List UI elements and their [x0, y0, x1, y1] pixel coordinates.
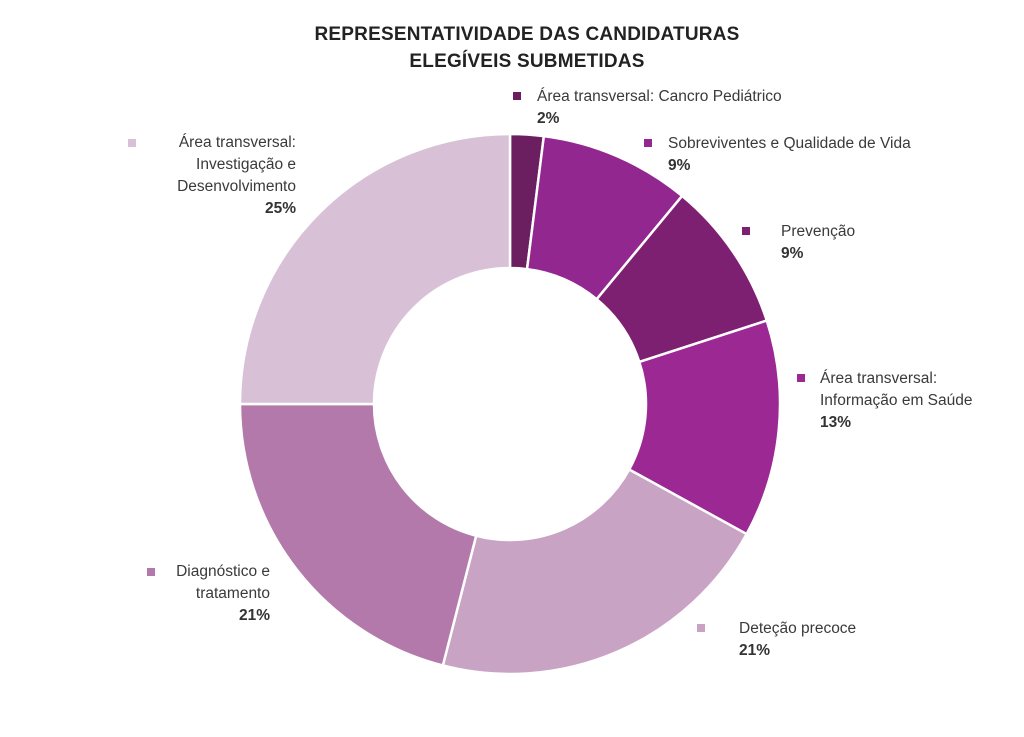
legend-marker-cancro-pediatrico: [513, 92, 521, 100]
slice-label-informacao-saude: Área transversal: Informação em Saúde 13…: [820, 368, 973, 434]
slice-label-text: Sobreviventes e Qualidade de Vida: [668, 135, 911, 152]
slice-value-label: 9%: [668, 157, 691, 174]
slice-label-diagnostico: Diagnóstico e tratamento 21%: [170, 561, 270, 627]
legend-marker-informacao-saude: [797, 374, 805, 382]
slice-label-text: Investigação e: [196, 156, 296, 173]
slice-label-cancro-pediatrico: Área transversal: Cancro Pediátrico 2%: [537, 86, 782, 130]
slice-label-sobreviventes: Sobreviventes e Qualidade de Vida 9%: [668, 133, 911, 177]
slice-label-text: Área transversal: Cancro Pediátrico: [537, 88, 782, 105]
donut-slice-3: [627, 318, 782, 536]
slice-value-label: 13%: [820, 414, 852, 431]
slice-label-prevencao: Prevenção 9%: [781, 221, 855, 265]
slice-label-text: tratamento: [195, 585, 270, 602]
slice-label-text: Prevenção: [781, 223, 856, 240]
legend-marker-diagnostico: [147, 568, 155, 576]
slice-value-label: 9%: [781, 245, 804, 262]
slice-label-text: Diagnóstico e: [176, 563, 270, 580]
legend-marker-detecao-precoce: [697, 624, 705, 632]
legend-marker-sobreviventes: [644, 139, 652, 147]
donut-slice-6: [238, 132, 512, 406]
legend-marker-investigacao: [128, 139, 136, 147]
slice-label-investigacao: Área transversal: Investigação e Desenvo…: [140, 132, 296, 220]
legend-marker-prevencao: [742, 227, 750, 235]
donut-slice-5: [238, 402, 478, 668]
chart-title-line-1: REPRESENTATIVIDADE DAS CANDIDATURAS: [314, 24, 740, 45]
slice-label-text: Área transversal:: [178, 134, 296, 151]
slice-label-text: Desenvolvimento: [177, 178, 296, 195]
slice-label-detecao-precoce: Deteção precoce 21%: [739, 618, 856, 662]
slice-value-label: 2%: [537, 110, 560, 127]
slice-label-text: Informação em Saúde: [820, 392, 973, 409]
slice-value-label: 25%: [264, 200, 296, 217]
slice-label-text: Deteção precoce: [739, 620, 857, 637]
slice-value-label: 21%: [739, 642, 771, 659]
slice-value-label: 21%: [238, 607, 270, 624]
chart-title-line-2: ELEGÍVEIS SUBMETIDAS: [409, 51, 645, 72]
slice-label-text: Área transversal:: [820, 370, 938, 387]
donut-slice-4: [441, 467, 749, 676]
